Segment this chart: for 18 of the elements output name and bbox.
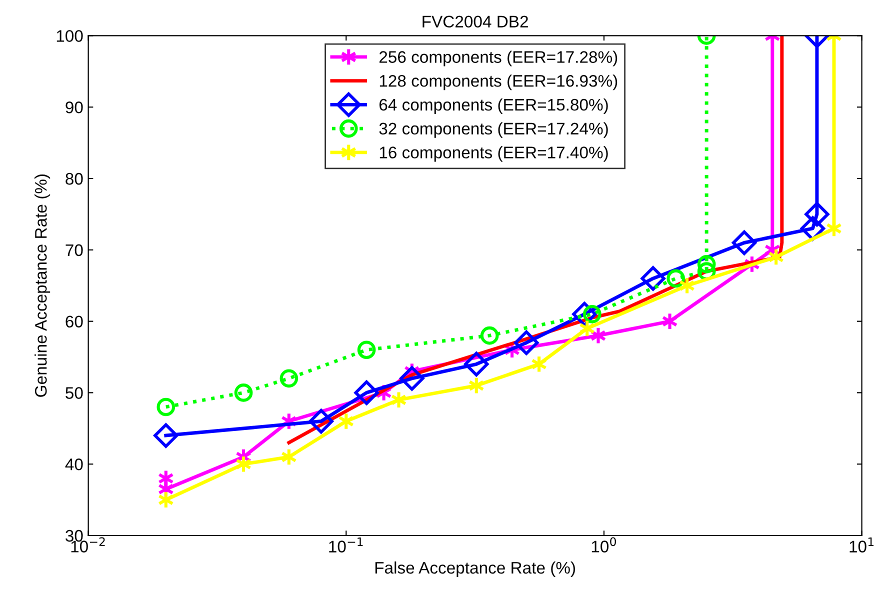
legend-label: 64 components (EER=15.80%): [379, 98, 608, 114]
legend-label: 256 components (EER=17.28%): [379, 50, 618, 66]
x-tick-label: 10$^{−1}$: [329, 537, 363, 552]
y-tick-label: 100: [56, 30, 83, 42]
y-tick-label: 90: [66, 102, 83, 114]
y-tick-label: 70: [66, 244, 83, 256]
legend-label: 32 components (EER=17.24%): [379, 122, 608, 138]
y-tick-label: 40: [65, 458, 83, 470]
chart-title: FVC2004 DB2: [422, 16, 528, 28]
y-axis-title: Genuine Acceptance Rate (%): [34, 174, 50, 397]
x-tick-label: 10$^{0}$: [592, 537, 616, 552]
y-tick-label: 60: [66, 316, 83, 328]
y-tick-label: 80: [66, 172, 83, 185]
legend-label: 16 components (EER=17.40%): [380, 146, 608, 162]
y-tick-label: 50: [66, 387, 83, 399]
x-tick-label: 10$^{1}$: [850, 537, 874, 552]
x-axis-title: False Acceptance Rate (%): [375, 561, 575, 577]
legend-label: 128 components (EER=16.93%): [380, 74, 618, 90]
